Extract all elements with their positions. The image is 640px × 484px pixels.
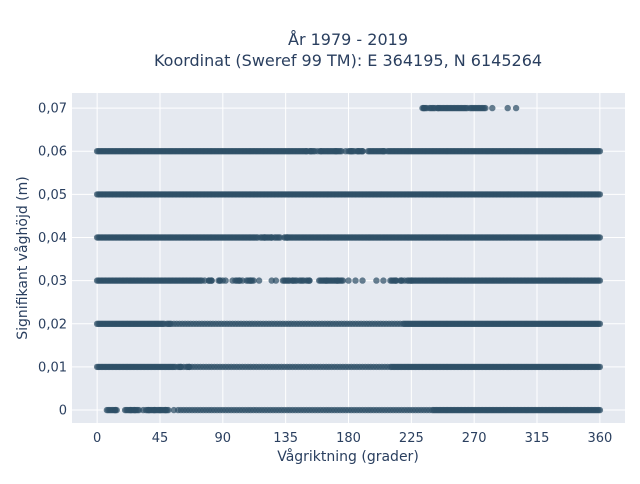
y-tick-label: 0,03 [38,274,67,289]
data-point [165,406,172,414]
data-point [596,277,604,284]
data-point [140,406,147,414]
data-point [103,406,111,414]
data-point [131,406,138,414]
data-point [255,277,263,284]
data-point [408,277,415,284]
data-point [504,104,511,112]
x-tick-label: 0 [93,431,101,446]
data-point [596,363,604,371]
chart-title: År 1979 - 2019 [288,30,408,49]
data-point [247,277,254,284]
x-axis-label: Vågriktning (grader) [277,448,419,465]
tick-labels: 0 45 90 135 180 225 270 315 360 0 0,01 0,02 0,03 0,04… [38,102,612,446]
y-tick-label: 0,07 [38,102,67,117]
data-point [332,148,340,155]
data-point [276,234,284,241]
data-point [229,277,236,284]
x-tick-label: 225 [399,431,424,446]
data-point [596,406,604,414]
y-tick-label: 0,06 [38,145,67,160]
data-point [239,277,246,284]
chart-subtitle: Koordinat (Sweref 99 TM): E 364195, N 61… [154,51,542,70]
x-tick-label: 45 [152,431,169,446]
data-point [306,277,313,284]
data-point [208,277,215,284]
y-axis-label: Signifikant våghöjd (m) [14,176,31,339]
data-point [596,234,604,241]
data-point [271,234,278,241]
x-tick-label: 90 [215,431,232,446]
data-point [434,104,442,112]
data-point [359,277,366,284]
data-point [290,234,298,241]
data-point [401,277,408,284]
x-tick-label: 315 [525,431,550,446]
data-point [345,277,352,284]
data-point [373,277,380,284]
data-point [339,277,347,284]
data-point [381,148,388,155]
data-point [384,363,391,371]
data-point [261,234,268,241]
y-tick-label: 0,05 [38,188,67,203]
data-point [420,104,428,112]
data-point [300,277,307,284]
x-tick-label: 360 [587,431,612,446]
data-point [151,406,158,414]
data-point [596,148,604,155]
data-point [380,277,387,284]
x-tick-label: 180 [336,431,361,446]
y-tick-label: 0,01 [38,360,67,375]
data-point [399,320,407,327]
data-point [156,406,164,414]
data-point [289,277,296,284]
data-point [482,104,489,112]
data-point [512,104,520,112]
data-points [93,104,604,414]
data-point [334,277,341,284]
data-point [392,277,400,284]
data-point [426,406,433,414]
data-point [323,277,330,284]
data-point [596,320,604,327]
data-point [596,191,604,198]
y-tick-label: 0 [59,404,67,419]
data-point [272,277,280,284]
data-point [359,148,366,155]
y-tick-label: 0,02 [38,317,67,332]
data-point [317,148,324,155]
x-tick-label: 270 [462,431,487,446]
data-point [279,277,287,284]
x-tick-label: 135 [273,431,298,446]
data-point [283,234,291,241]
data-point [172,363,179,371]
data-point [489,104,496,112]
data-point [112,406,119,414]
data-point [222,277,229,284]
data-point [145,406,152,414]
data-point [352,277,359,284]
y-tick-label: 0,04 [38,231,67,246]
data-point [342,148,349,155]
data-point [180,363,187,371]
